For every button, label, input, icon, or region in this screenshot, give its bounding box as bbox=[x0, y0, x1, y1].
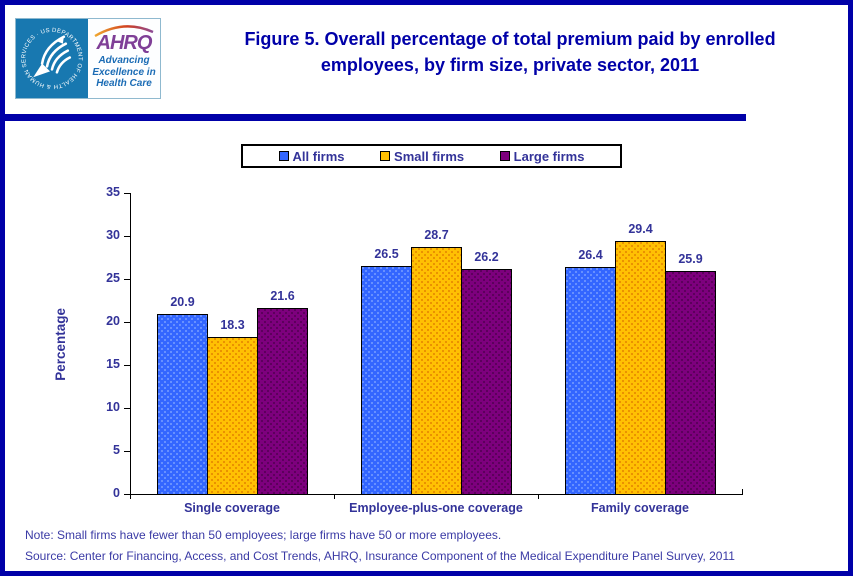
bar-value-all-firms-single-coverage: 20.9 bbox=[170, 295, 195, 309]
ahrq-wordmark: AHRQ bbox=[96, 32, 153, 54]
y-tick-label-15: 15 bbox=[106, 357, 120, 371]
y-tick-mark-20 bbox=[124, 322, 130, 323]
bar-large-firms-employee-plus-one-coverage bbox=[461, 269, 512, 495]
bar-all-firms-single-coverage bbox=[157, 314, 208, 495]
category-boundary-tick-0 bbox=[130, 495, 131, 499]
y-tick-label-20: 20 bbox=[106, 314, 120, 328]
y-tick-label-30: 30 bbox=[106, 228, 120, 242]
bar-all-firms-family-coverage bbox=[565, 267, 616, 495]
category-label-single-coverage: Single coverage bbox=[184, 501, 280, 515]
y-axis-line bbox=[130, 193, 131, 495]
legend-item-all-firms: All firms bbox=[278, 148, 345, 164]
svg-text:DEPARTMENT OF HEALTH & HUMAN S: DEPARTMENT OF HEALTH & HUMAN SERVICES · … bbox=[16, 19, 83, 89]
bar-value-large-firms-single-coverage: 21.6 bbox=[270, 289, 295, 303]
y-tick-label-5: 5 bbox=[113, 443, 120, 457]
y-tick-mark-0 bbox=[124, 494, 130, 495]
header-divider bbox=[5, 114, 746, 121]
figure-title-line1: Figure 5. Overall percentage of total pr… bbox=[244, 29, 776, 49]
bar-value-all-firms-employee-plus-one-coverage: 26.5 bbox=[374, 247, 399, 261]
y-tick-mark-30 bbox=[124, 236, 130, 237]
figure-title-line2: employees, by firm size, private sector,… bbox=[320, 55, 700, 75]
legend-swatch-large-firms-icon bbox=[499, 151, 510, 161]
source-text: Source: Center for Financing, Access, an… bbox=[25, 549, 735, 563]
y-tick-label-25: 25 bbox=[106, 271, 120, 285]
legend-label-all-firms: All firms bbox=[292, 148, 345, 164]
bar-value-small-firms-family-coverage: 29.4 bbox=[628, 222, 653, 236]
category-label-family-coverage: Family coverage bbox=[591, 501, 689, 515]
hhs-seal-text: DEPARTMENT OF HEALTH & HUMAN SERVICES · … bbox=[16, 19, 82, 89]
category-boundary-tick-1 bbox=[334, 495, 335, 499]
bar-value-large-firms-employee-plus-one-coverage: 26.2 bbox=[474, 250, 499, 264]
bar-all-firms-employee-plus-one-coverage bbox=[361, 266, 412, 495]
legend-item-large-firms: Large firms bbox=[499, 148, 585, 164]
bar-value-large-firms-family-coverage: 25.9 bbox=[678, 252, 703, 266]
rainbow-arc-icon bbox=[94, 25, 154, 37]
y-tick-mark-25 bbox=[124, 279, 130, 280]
category-label-employee-plus-one-coverage: Employee-plus-one coverage bbox=[349, 501, 523, 515]
y-axis-title: Percentage bbox=[52, 307, 68, 381]
bar-small-firms-family-coverage bbox=[615, 241, 666, 495]
ahrq-logo-panel: AHRQ Advancing Excellence in Health Care bbox=[88, 19, 160, 98]
note-text: Note: Small firms have fewer than 50 emp… bbox=[25, 528, 502, 542]
legend-label-large-firms: Large firms bbox=[513, 148, 585, 164]
y-tick-label-35: 35 bbox=[106, 185, 120, 199]
hhs-eagle-icon: DEPARTMENT OF HEALTH & HUMAN SERVICES · … bbox=[16, 19, 83, 89]
y-tick-label-10: 10 bbox=[106, 400, 120, 414]
bar-value-small-firms-single-coverage: 18.3 bbox=[220, 318, 245, 332]
y-tick-mark-10 bbox=[124, 408, 130, 409]
hhs-seal-icon: DEPARTMENT OF HEALTH & HUMAN SERVICES · … bbox=[16, 19, 88, 98]
y-tick-mark-5 bbox=[124, 451, 130, 452]
y-tick-mark-35 bbox=[124, 193, 130, 194]
legend-swatch-all-firms-icon bbox=[278, 151, 289, 161]
bar-value-all-firms-family-coverage: 26.4 bbox=[578, 248, 603, 262]
y-tick-mark-15 bbox=[124, 365, 130, 366]
legend-label-small-firms: Small firms bbox=[394, 148, 465, 164]
legend-swatch-small-firms-icon bbox=[380, 151, 391, 161]
ahrq-tagline: Advancing Excellence in Health Care bbox=[92, 55, 156, 89]
bar-small-firms-single-coverage bbox=[207, 337, 258, 495]
chart-legend: All firms Small firms Large firms bbox=[241, 144, 622, 168]
hhs-ahrq-logo: DEPARTMENT OF HEALTH & HUMAN SERVICES · … bbox=[15, 18, 161, 99]
y-tick-label-0: 0 bbox=[113, 486, 120, 500]
category-boundary-tick-2 bbox=[538, 495, 539, 499]
bar-small-firms-employee-plus-one-coverage bbox=[411, 247, 462, 495]
x-axis-end-tick bbox=[742, 489, 743, 495]
bar-large-firms-single-coverage bbox=[257, 308, 308, 495]
bar-value-small-firms-employee-plus-one-coverage: 28.7 bbox=[424, 228, 449, 242]
bar-large-firms-family-coverage bbox=[665, 271, 716, 495]
figure-title: Figure 5. Overall percentage of total pr… bbox=[175, 26, 845, 78]
legend-item-small-firms: Small firms bbox=[380, 149, 464, 164]
